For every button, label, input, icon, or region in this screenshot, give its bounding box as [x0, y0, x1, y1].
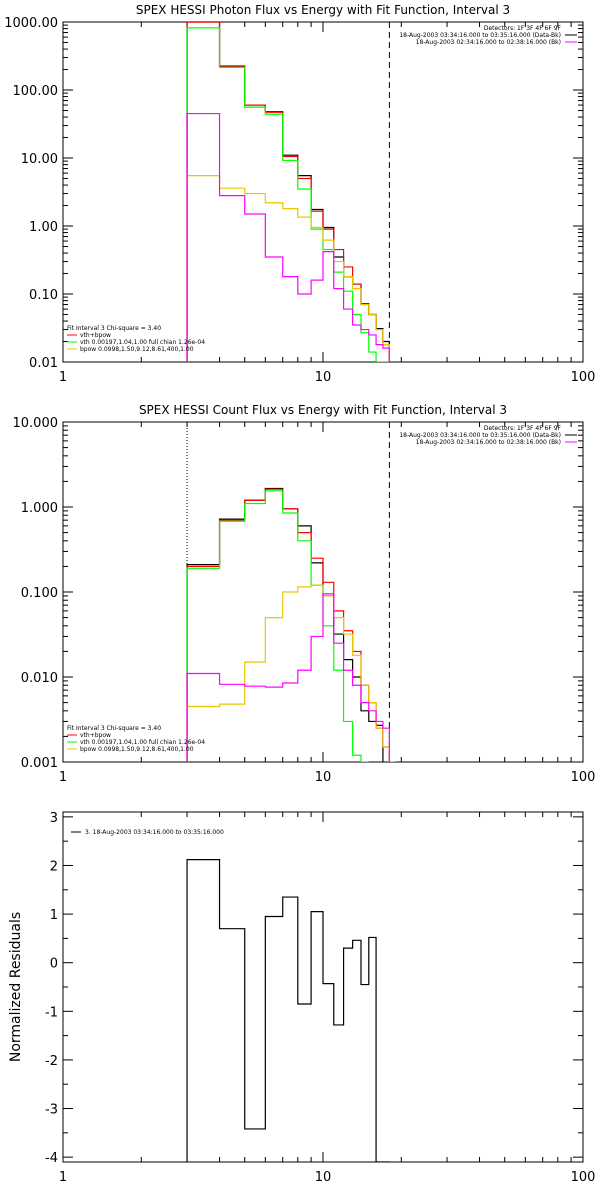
y-tick-label: 0.100	[21, 586, 58, 601]
legend-fit-entry: vth+bpow	[80, 332, 111, 339]
plot-title: SPEX HESSI Count Flux vs Energy with Fit…	[139, 403, 507, 417]
plot-title: SPEX HESSI Photon Flux vs Energy with Fi…	[136, 3, 510, 17]
y-tick-label: 0.10	[29, 288, 58, 303]
x-tick-label: 10	[315, 770, 332, 785]
y-tick-label: -1	[45, 1005, 58, 1020]
y-tick-label: -3	[45, 1103, 58, 1118]
y-axis-label: Normalized Residuals	[8, 912, 24, 1062]
series-vth-bpow	[186, 22, 390, 362]
plot-panel-2: SPEX HESSI Count Flux vs Energy with Fit…	[13, 403, 596, 785]
x-tick-label: 1	[59, 370, 67, 385]
plot-frame	[62, 811, 584, 1163]
series-group	[186, 22, 390, 362]
x-tick-label: 1	[59, 1170, 67, 1185]
legend-fit-entry: bpow 0.0998,1.50,9.12,8.61,400,1.00	[80, 746, 194, 753]
x-tick-label: 100	[571, 1170, 596, 1185]
x-tick-label: 100	[571, 370, 596, 385]
series-vth	[186, 490, 369, 762]
legend-fit-entry: vth 0.00197,1.04,1.00 full chian 1.26e-0…	[80, 339, 205, 346]
y-tick-label: 1000.00	[4, 16, 58, 31]
x-tick-label: 10	[315, 370, 332, 385]
legend-fit-entry: Fit Interval 3 Chi-square = 3.40	[67, 725, 161, 732]
legend-fit-entry: vth+bpow	[80, 732, 111, 739]
series-group	[186, 859, 390, 1162]
legend-fit-entry: Fit Interval 3 Chi-square = 3.40	[67, 325, 161, 332]
plot-frame	[62, 21, 584, 363]
x-tick-label: 100	[571, 770, 596, 785]
legend-residual-entry: 3. 18-Aug-2003 03:34:16.000 to 03:35:16.…	[85, 829, 224, 836]
x-tick-label: 1	[59, 770, 67, 785]
legend-top-entry: Detectors: 1F 3F 4F 6F 9F	[484, 25, 562, 32]
legend-fit-entry: vth 0.00197,1.04,1.00 full chian 1.26e-0…	[80, 739, 205, 746]
legend-top-entry: 18-Aug-2003 02:34:16.000 to 02:38:16.000…	[416, 439, 561, 446]
series-data-bk	[186, 22, 390, 362]
series-3-18-aug-2003-03-34-16-000-to-03-35-16-000	[186, 859, 390, 1162]
legend-fit-entry: bpow 0.0998,1.50,9.12,8.61,400,1.00	[80, 346, 194, 353]
legend-top-entry: 18-Aug-2003 03:34:16.000 to 03:35:16.000…	[399, 432, 561, 439]
y-tick-label: -2	[45, 1054, 58, 1069]
y-tick-label: 10.00	[21, 152, 58, 167]
series-bk	[186, 112, 390, 362]
y-tick-label: 1.00	[29, 220, 58, 235]
legend-top-entry: 18-Aug-2003 02:34:16.000 to 02:38:16.000…	[416, 39, 561, 46]
y-tick-label: 0.001	[21, 756, 58, 771]
y-tick-label: 2	[50, 859, 58, 874]
series-data-bk	[186, 487, 384, 762]
series-vth	[186, 27, 390, 362]
y-tick-label: 0	[50, 957, 58, 972]
y-tick-label: -4	[45, 1151, 58, 1166]
y-tick-label: 0.010	[21, 671, 58, 686]
series-bpow	[186, 175, 390, 362]
series-vth-bpow	[186, 488, 396, 762]
x-tick-label: 10	[315, 1170, 332, 1185]
plot-panel-1: SPEX HESSI Photon Flux vs Energy with Fi…	[4, 3, 595, 385]
series-group	[186, 487, 396, 762]
y-tick-label: 1	[50, 908, 58, 923]
y-tick-label: 100.00	[13, 84, 59, 99]
y-tick-label: 10.000	[13, 416, 59, 431]
y-tick-label: 0.01	[29, 356, 58, 371]
legend-top-entry: Detectors: 1F 3F 4F 6F 9F	[484, 425, 562, 432]
legend-top-entry: 18-Aug-2003 03:34:16.000 to 03:35:16.000…	[399, 32, 561, 39]
y-tick-label: 1.000	[21, 501, 58, 516]
series-bk	[186, 593, 390, 762]
y-tick-label: 3	[50, 811, 58, 826]
